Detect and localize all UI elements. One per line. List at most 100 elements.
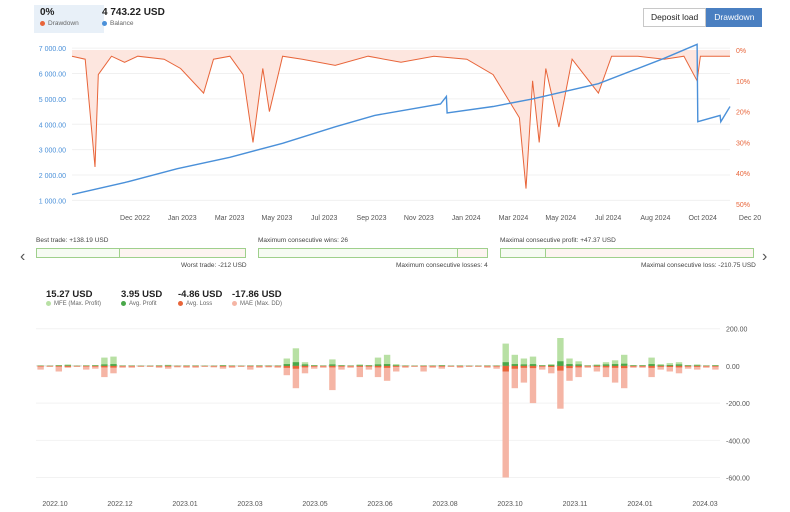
prev-arrow-icon[interactable]: ‹ bbox=[20, 248, 26, 265]
mae-bar bbox=[648, 365, 655, 378]
mae-bar bbox=[529, 365, 537, 404]
avg-profit-bar bbox=[137, 365, 145, 367]
avg-profit-bar bbox=[183, 365, 190, 367]
mfe-bar bbox=[238, 365, 245, 367]
mae-bar bbox=[703, 365, 710, 368]
mae-bar bbox=[265, 365, 272, 368]
mfe-bar bbox=[411, 365, 418, 367]
drawdown-stat-tile[interactable]: 0% Drawdown bbox=[34, 5, 104, 33]
avg-profit-bar bbox=[46, 365, 53, 367]
mfe-bar bbox=[165, 364, 172, 366]
mfe-bar bbox=[347, 365, 354, 366]
mfe-bar bbox=[192, 365, 199, 366]
avg-profit-bar bbox=[548, 365, 555, 366]
mae-bar bbox=[520, 365, 528, 383]
y-right-tick-label: 50% bbox=[736, 202, 750, 209]
avg-profit-bar bbox=[256, 365, 263, 367]
mae-bar bbox=[383, 365, 391, 381]
mae-bar bbox=[712, 365, 719, 370]
balance-line bbox=[71, 43, 731, 196]
avg-loss-bar bbox=[593, 365, 601, 367]
balance-dot-icon bbox=[102, 20, 107, 26]
mfe-bar bbox=[475, 365, 482, 367]
avg-profit-bar bbox=[520, 364, 528, 366]
mfe-bar bbox=[675, 362, 683, 366]
mfe-bar bbox=[174, 365, 181, 367]
avg-loss-bar bbox=[411, 365, 418, 367]
avg-loss-bar bbox=[712, 365, 719, 367]
avg-loss-bar bbox=[402, 365, 409, 367]
mae-bar bbox=[101, 365, 108, 378]
mae-bar bbox=[456, 365, 464, 368]
max-consecutive-wins-label: Maximum consecutive wins: 26 bbox=[258, 237, 348, 244]
avg-loss-legend[interactable]: -4.86 USD Avg. Loss bbox=[178, 289, 222, 309]
mae-bar bbox=[584, 365, 591, 368]
avg-profit-bar bbox=[639, 365, 646, 366]
mfe-bar bbox=[575, 361, 582, 366]
avg-loss-bar bbox=[429, 365, 436, 367]
avg-profit-bar bbox=[329, 364, 336, 366]
x-tick-label: Mar 2023 bbox=[215, 215, 245, 222]
mae-bar bbox=[602, 365, 610, 378]
avg-profit-bar bbox=[447, 365, 455, 367]
mfe-bar bbox=[37, 365, 44, 366]
mae-label: MAE (Max. DD) bbox=[232, 300, 282, 309]
mae-bar bbox=[83, 365, 90, 370]
avg-profit-bar bbox=[475, 365, 482, 367]
avg-loss-bar bbox=[475, 365, 482, 367]
mfe-bar bbox=[630, 365, 637, 366]
avg-loss-bar bbox=[174, 365, 181, 367]
mae-bar bbox=[466, 365, 473, 367]
avg-profit-bar bbox=[712, 365, 719, 366]
mfe-dot-icon bbox=[46, 300, 51, 306]
x-tick-label: 2022.10 bbox=[42, 501, 67, 508]
mae-legend[interactable]: -17.86 USD MAE (Max. DD) bbox=[232, 289, 282, 309]
mfe-bar bbox=[338, 365, 345, 366]
avg-loss-bar bbox=[146, 365, 154, 367]
mfe-bar bbox=[393, 364, 400, 366]
balance-stat[interactable]: 4 743.22 USD Balance bbox=[102, 7, 165, 28]
mfe-bar bbox=[329, 359, 336, 366]
mfe-bar bbox=[146, 365, 154, 367]
mae-bar bbox=[411, 365, 418, 367]
avg-profit-bar bbox=[557, 361, 564, 366]
mfe-bar bbox=[183, 365, 190, 366]
mae-bar bbox=[593, 365, 601, 372]
y-left-tick-label: 6 000.00 bbox=[39, 72, 66, 79]
avg-profit-bar bbox=[274, 365, 281, 367]
next-arrow-icon[interactable]: › bbox=[762, 248, 768, 265]
avg-loss-bar bbox=[128, 365, 135, 367]
mfe-bar bbox=[694, 364, 701, 366]
avg-loss-bar bbox=[155, 365, 163, 367]
avg-profit-bar bbox=[648, 364, 655, 366]
mae-bar bbox=[639, 365, 646, 368]
mae-value: -17.86 USD bbox=[232, 289, 282, 300]
mae-bar bbox=[37, 365, 44, 370]
avg-profit-bar bbox=[493, 365, 500, 367]
avg-profit-bar bbox=[192, 365, 199, 367]
avg-loss-bar bbox=[320, 365, 327, 367]
avg-loss-bar bbox=[557, 365, 564, 371]
avg-profit-bar bbox=[92, 365, 99, 366]
x-tick-label: 2024.03 bbox=[692, 501, 717, 508]
avg-profit-legend[interactable]: 3.95 USD Avg. Profit bbox=[121, 289, 162, 309]
mae-bar bbox=[329, 365, 336, 391]
avg-profit-bar bbox=[566, 364, 573, 366]
y-left-tick-label: 7 000.00 bbox=[39, 46, 66, 53]
mae-bar bbox=[64, 365, 72, 368]
avg-profit-bar bbox=[210, 365, 217, 367]
avg-profit-bar bbox=[201, 365, 208, 367]
avg-profit-bar bbox=[584, 365, 591, 367]
avg-loss-bar bbox=[703, 365, 710, 367]
mae-bar bbox=[420, 365, 427, 372]
mfe-legend[interactable]: 15.27 USD MFE (Max. Profit) bbox=[46, 289, 101, 309]
avg-loss-bar bbox=[292, 365, 300, 369]
avg-loss-bar bbox=[420, 365, 427, 367]
drawdown-button[interactable]: Drawdown bbox=[706, 8, 763, 27]
avg-profit-bar bbox=[320, 365, 327, 367]
deposit-load-button[interactable]: Deposit load bbox=[643, 8, 707, 27]
y-right-tick-label: 0% bbox=[736, 48, 746, 55]
mfe-bar bbox=[684, 365, 692, 366]
avg-profit-bar bbox=[411, 365, 418, 367]
avg-profit-bar bbox=[338, 365, 345, 366]
